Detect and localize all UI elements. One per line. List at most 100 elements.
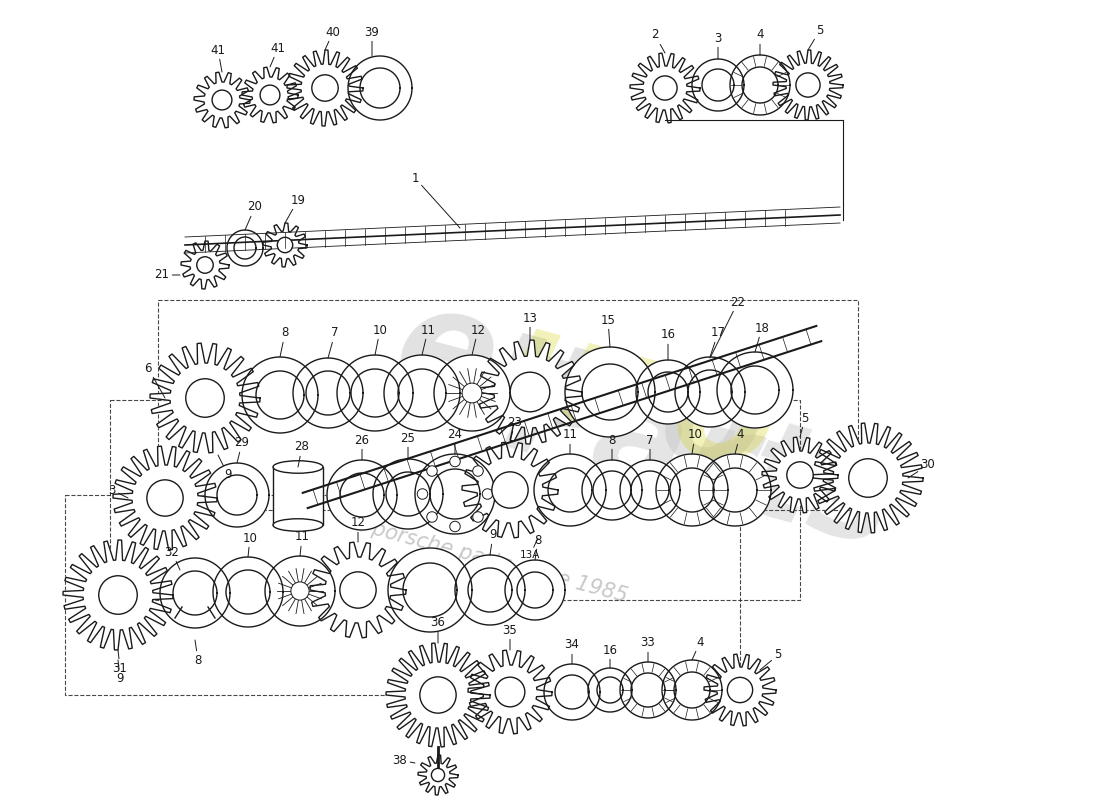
Polygon shape [287, 50, 363, 126]
Circle shape [427, 466, 438, 476]
Text: 15: 15 [601, 314, 615, 347]
Text: 8: 8 [280, 326, 288, 357]
Polygon shape [620, 662, 676, 718]
Text: 11: 11 [562, 429, 578, 454]
Polygon shape [205, 463, 270, 527]
Text: 11: 11 [420, 323, 436, 355]
Text: 17: 17 [710, 326, 726, 357]
Circle shape [727, 678, 752, 702]
Polygon shape [565, 347, 654, 437]
Text: uro: uro [488, 296, 792, 504]
Text: 13: 13 [522, 311, 538, 340]
Text: 11: 11 [295, 530, 309, 556]
Text: 35: 35 [503, 623, 517, 650]
Polygon shape [242, 67, 298, 123]
Polygon shape [434, 355, 510, 431]
Circle shape [99, 576, 138, 614]
Text: 28: 28 [295, 441, 309, 467]
Polygon shape [534, 454, 606, 526]
Circle shape [431, 768, 444, 782]
Polygon shape [656, 454, 728, 526]
Text: 40: 40 [324, 26, 340, 50]
Polygon shape [63, 540, 173, 650]
Circle shape [492, 472, 528, 508]
Circle shape [473, 466, 483, 476]
Circle shape [482, 489, 493, 499]
Polygon shape [544, 664, 600, 720]
Text: 5: 5 [800, 411, 808, 437]
Polygon shape [773, 50, 843, 120]
Polygon shape [662, 660, 722, 720]
Ellipse shape [273, 518, 323, 531]
Polygon shape [327, 460, 397, 530]
Text: 30: 30 [908, 458, 935, 478]
Polygon shape [293, 358, 363, 428]
Circle shape [786, 462, 813, 488]
Polygon shape [418, 755, 458, 795]
Text: 38: 38 [393, 754, 415, 766]
Polygon shape [242, 357, 318, 433]
Text: a porsche parts since 1985: a porsche parts since 1985 [351, 514, 629, 606]
Polygon shape [717, 352, 793, 428]
Polygon shape [478, 340, 582, 444]
Circle shape [260, 85, 279, 105]
Polygon shape [348, 56, 412, 120]
Text: 20: 20 [245, 201, 263, 230]
Polygon shape [263, 223, 307, 267]
Circle shape [147, 480, 183, 516]
Text: 13A: 13A [520, 538, 540, 560]
Text: euro: euro [381, 274, 780, 506]
Polygon shape [505, 560, 565, 620]
Text: 32: 32 [165, 546, 180, 570]
Text: 23: 23 [507, 415, 522, 442]
Polygon shape [213, 557, 283, 627]
Text: 9: 9 [218, 455, 232, 482]
Text: 24: 24 [448, 429, 462, 454]
Polygon shape [704, 654, 776, 726]
Polygon shape [582, 460, 642, 520]
Text: 33: 33 [640, 637, 656, 662]
Text: 8: 8 [195, 640, 201, 666]
Text: 9: 9 [490, 529, 497, 555]
Text: 21: 21 [154, 269, 180, 282]
Circle shape [420, 677, 456, 713]
Text: 16: 16 [660, 329, 675, 360]
Text: 12: 12 [471, 323, 485, 355]
Text: 3: 3 [108, 483, 128, 498]
Text: 6: 6 [144, 362, 165, 398]
Ellipse shape [273, 461, 323, 474]
Text: 41: 41 [210, 43, 225, 72]
Polygon shape [588, 668, 632, 712]
Polygon shape [455, 555, 525, 625]
Text: Parts: Parts [492, 346, 909, 574]
Bar [273, 467, 323, 525]
Circle shape [495, 677, 525, 707]
Text: 31: 31 [112, 650, 128, 674]
Circle shape [311, 74, 338, 102]
Text: 7: 7 [328, 326, 339, 358]
Polygon shape [630, 53, 700, 123]
Text: 4: 4 [735, 429, 744, 454]
Polygon shape [386, 643, 490, 747]
Polygon shape [337, 355, 412, 431]
Text: 8: 8 [535, 534, 541, 560]
Polygon shape [813, 423, 923, 533]
Circle shape [796, 73, 821, 97]
Text: 10: 10 [688, 429, 703, 454]
Polygon shape [227, 230, 263, 266]
Circle shape [417, 489, 428, 499]
Circle shape [653, 76, 678, 100]
Circle shape [212, 90, 232, 110]
Text: 22: 22 [710, 295, 746, 358]
Circle shape [340, 572, 376, 608]
Text: 2: 2 [651, 29, 666, 53]
Polygon shape [194, 72, 250, 128]
Text: 25: 25 [400, 431, 416, 459]
Text: 5: 5 [760, 649, 782, 670]
Text: 16: 16 [603, 643, 617, 668]
Text: 26: 26 [354, 434, 370, 460]
Text: 9: 9 [117, 660, 123, 685]
Circle shape [197, 257, 213, 274]
Polygon shape [462, 442, 558, 538]
Polygon shape [373, 459, 443, 529]
